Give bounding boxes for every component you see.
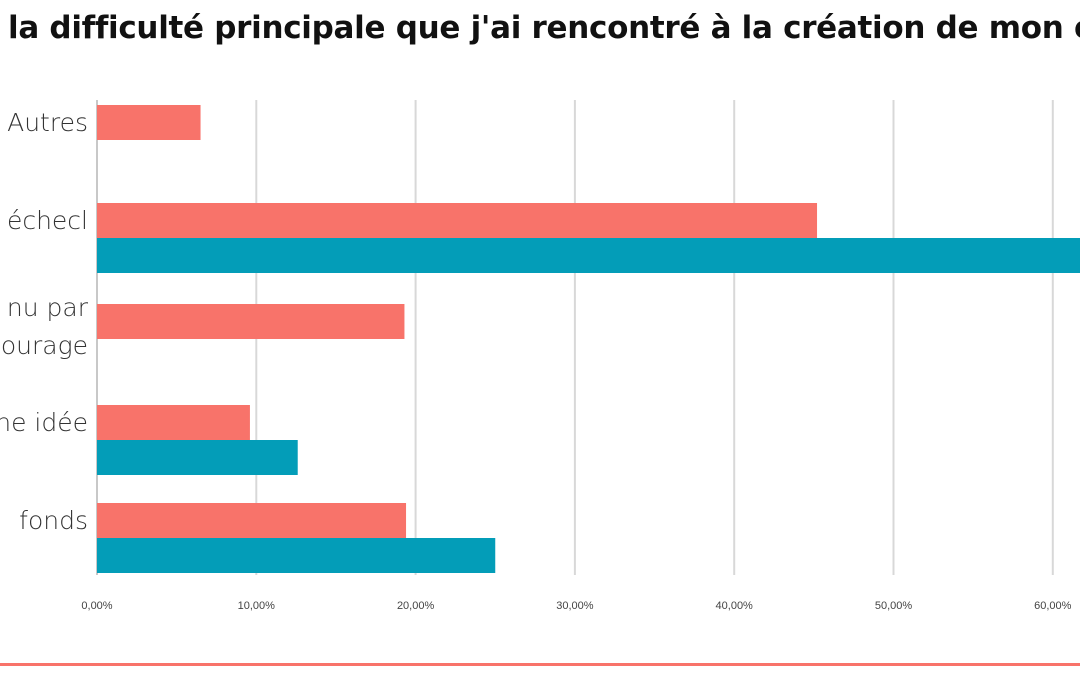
bar-s0-c2 [97, 304, 405, 339]
x-tick-label-6: 60,00% [1034, 600, 1072, 612]
category-label-2-line-1: ourage [1, 331, 88, 360]
x-tick-label-5: 50,00% [875, 600, 913, 612]
chart-title: la difficulté principale que j'ai rencon… [8, 10, 1080, 46]
x-tick-label-0: 0,00% [81, 600, 112, 612]
bar-s0-c3 [97, 405, 250, 440]
bar-s0-c4 [97, 503, 407, 538]
category-label-3: ne idée [0, 408, 88, 437]
bar-s1-c3 [97, 440, 298, 475]
bar-s1-c4 [97, 538, 496, 573]
x-tick-label-1: 10,00% [238, 600, 276, 612]
bar-s0-c0 [97, 105, 201, 140]
footer-divider [0, 663, 1080, 666]
x-tick-label-3: 30,00% [556, 600, 594, 612]
category-label-2-line-0: nu par [7, 293, 89, 322]
bar-s0-c1 [97, 203, 818, 238]
x-tick-label-2: 20,00% [397, 600, 435, 612]
category-label-1: échecl [7, 206, 88, 235]
x-tick-label-4: 40,00% [716, 600, 754, 612]
bar-s1-c1 [97, 238, 1080, 273]
category-label-0: Autres [7, 108, 88, 137]
category-label-4: fonds [19, 506, 88, 535]
